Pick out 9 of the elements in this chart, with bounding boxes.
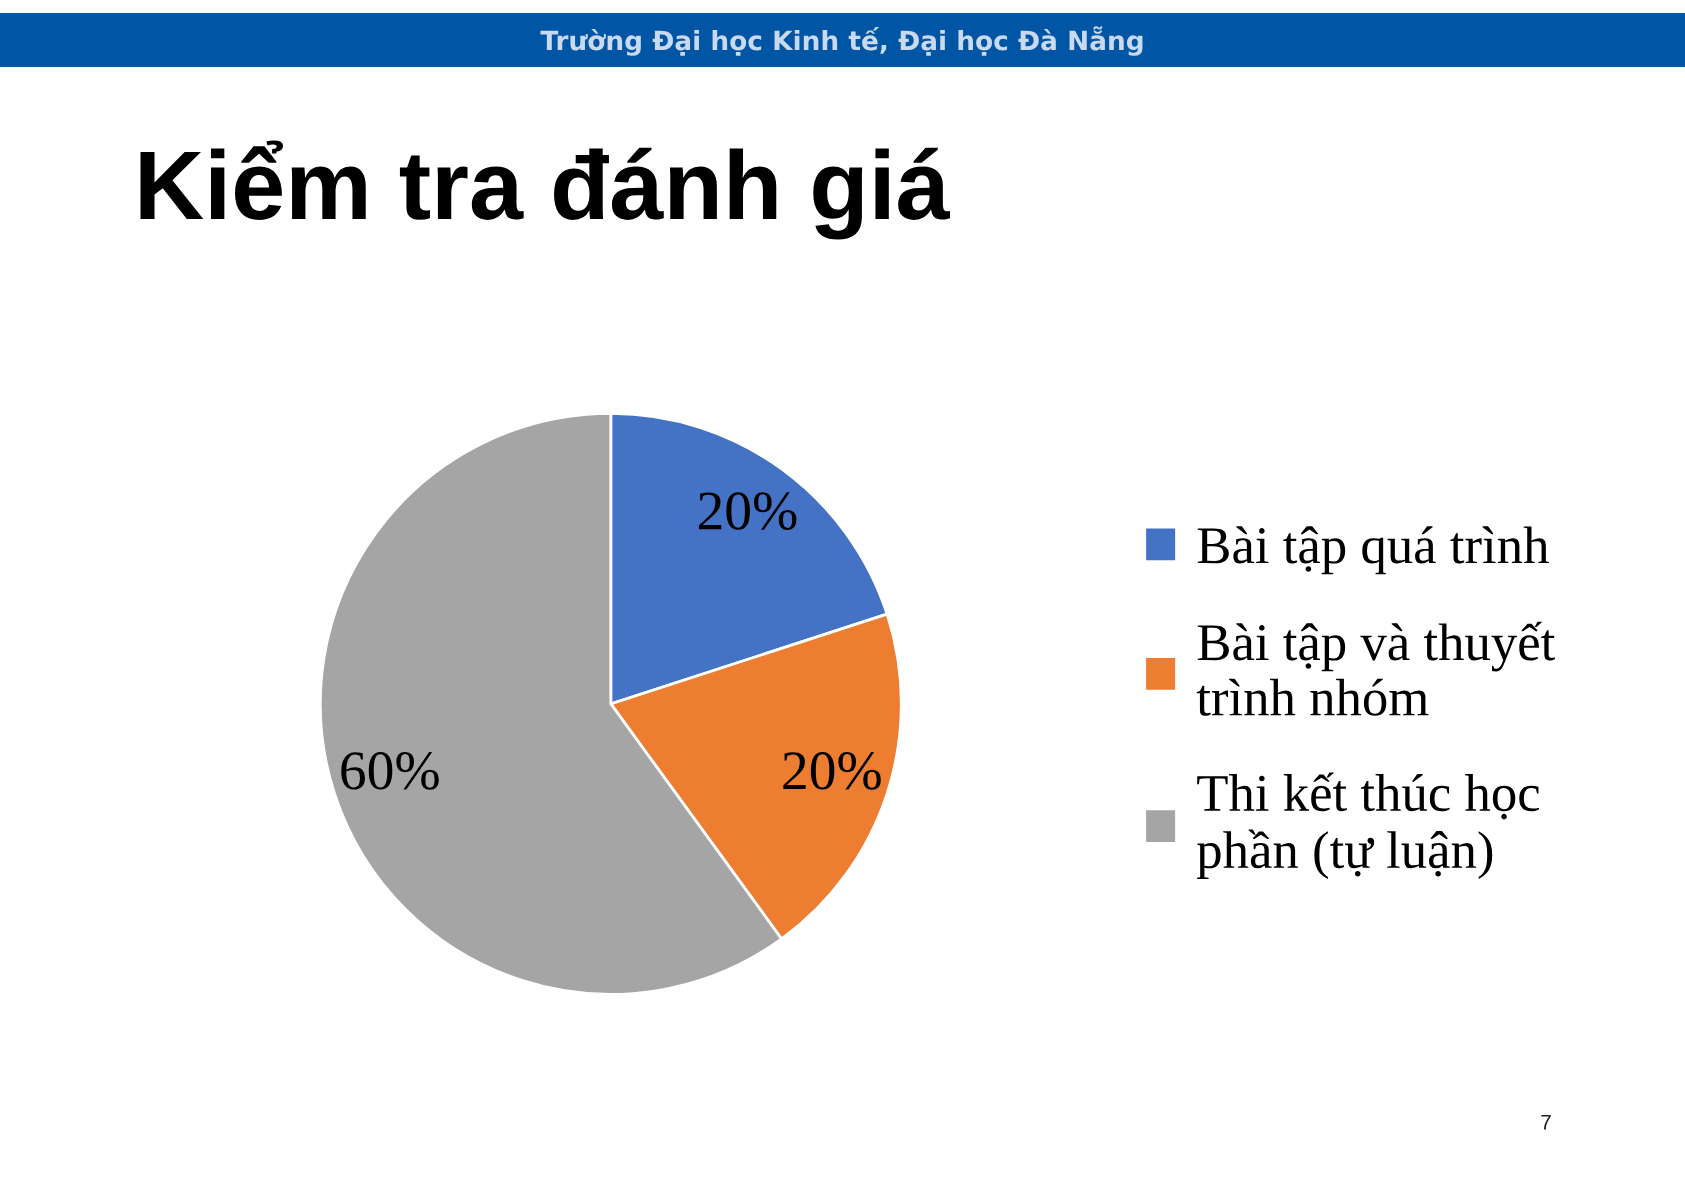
- legend-label: Thi kết thúc học phần (tự luận): [1197, 772, 1540, 880]
- legend-label: Bài tập và thuyết trình nhóm: [1196, 621, 1556, 716]
- data-label: 60%: [341, 752, 439, 790]
- legend-label: Bài tập quá trình: [1197, 526, 1549, 575]
- data-label: 20%: [783, 752, 881, 790]
- text: 7: [1541, 1115, 1551, 1130]
- text: Trường Đại học Kinh tế, Đại học Đà Nẵng: [540, 26, 1143, 56]
- chart-title: Kiểm tra đánh giá: [140, 140, 951, 240]
- data-label: 20%: [698, 492, 797, 530]
